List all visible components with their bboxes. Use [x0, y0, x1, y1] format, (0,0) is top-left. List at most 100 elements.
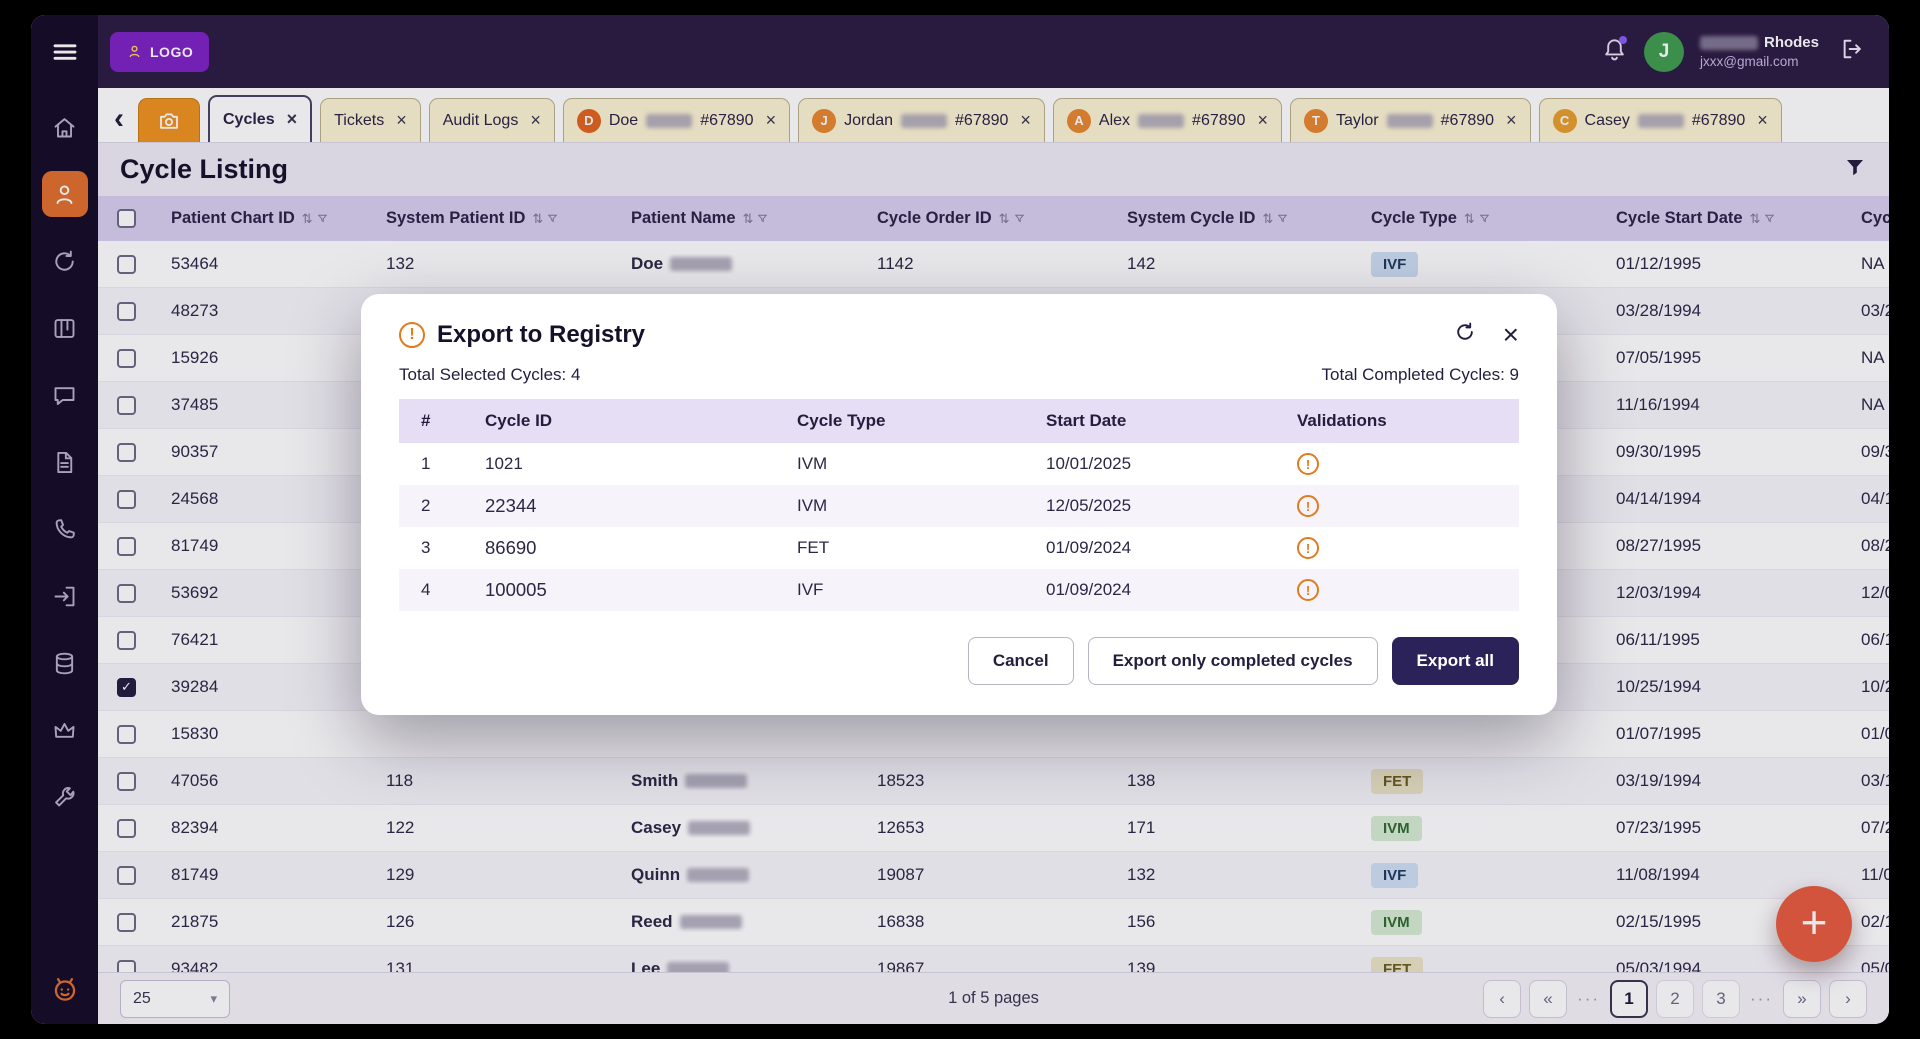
filter-icon[interactable]	[1478, 212, 1491, 225]
row-checkbox[interactable]	[117, 301, 136, 321]
sidebar-item-home[interactable]	[42, 104, 88, 150]
page-button-2[interactable]: 2	[1656, 979, 1695, 1018]
row-checkbox[interactable]	[117, 489, 136, 509]
tab-close-icon[interactable]: ×	[1757, 110, 1768, 130]
tab-patient-alex[interactable]: A Alex #67890 ×	[1052, 98, 1282, 142]
notifications-bell-icon[interactable]	[1601, 35, 1628, 68]
user-avatar[interactable]: J	[1643, 31, 1684, 72]
row-checkbox[interactable]	[117, 395, 136, 415]
tab-cycles[interactable]: Cycles ×	[208, 95, 313, 142]
tab-close-icon[interactable]: ×	[396, 110, 407, 130]
row-checkbox[interactable]	[117, 865, 136, 885]
row-checkbox[interactable]	[117, 442, 136, 462]
sort-icon[interactable]: ⇅	[1463, 210, 1475, 226]
tab-close-icon[interactable]: ×	[1257, 110, 1268, 130]
sidebar-item-support[interactable]	[42, 506, 88, 552]
row-checkbox[interactable]	[117, 630, 136, 650]
sidebar-item-tools[interactable]	[42, 774, 88, 820]
add-cycle-fab[interactable]: +	[1776, 886, 1852, 962]
filter-icon[interactable]	[1763, 212, 1776, 225]
tab-audit-logs[interactable]: Audit Logs ×	[428, 98, 555, 142]
tab-patient-doe[interactable]: D Doe #67890 ×	[562, 98, 791, 142]
column-header-cycle[interactable]: Cycle⇅	[1845, 209, 1889, 228]
sidebar-item-board[interactable]	[42, 305, 88, 351]
sort-icon[interactable]: ⇅	[301, 210, 313, 226]
tab-close-icon[interactable]: ×	[1020, 110, 1031, 130]
refresh-icon[interactable]	[1453, 320, 1477, 349]
logo[interactable]: LOGO	[110, 31, 210, 72]
tab-patient-casey[interactable]: C Casey #67890 ×	[1538, 98, 1782, 142]
sort-icon[interactable]: ⇅	[1262, 210, 1274, 226]
sidebar-item-cycles[interactable]	[42, 238, 88, 284]
sidebar-item-patients[interactable]	[41, 171, 88, 217]
column-header-cycle-start-date[interactable]: Cycle Start Date ⇅	[1600, 209, 1845, 228]
filter-icon[interactable]	[1276, 212, 1289, 225]
mascot-icon[interactable]	[49, 973, 81, 1024]
validation-warning-icon[interactable]: !	[1297, 495, 1319, 517]
page-next-button[interactable]: ›	[1829, 979, 1867, 1018]
table-row[interactable]: 53464 132 Doe 1142 142 IVF 01/12/1995 NA	[98, 241, 1889, 288]
column-header-cycle-type[interactable]: Cycle Type ⇅	[1355, 209, 1600, 228]
table-row[interactable]: 82394 122 Casey 12653 171 IVM 07/23/1995 07/2	[98, 805, 1889, 852]
tab-patient-taylor[interactable]: T Taylor #67890 ×	[1289, 98, 1531, 142]
tab-close-icon[interactable]: ×	[765, 110, 777, 130]
row-checkbox[interactable]	[117, 912, 136, 932]
logout-icon[interactable]	[1839, 36, 1865, 67]
sidebar-item-database[interactable]	[42, 640, 88, 686]
row-checkbox[interactable]	[117, 536, 136, 556]
tab-tickets[interactable]: Tickets ×	[320, 98, 421, 142]
validation-warning-icon[interactable]: !	[1297, 453, 1319, 475]
sort-icon[interactable]: ⇅	[742, 210, 754, 226]
tab-close-icon[interactable]: ×	[1506, 110, 1517, 130]
column-header-patient-chart-id[interactable]: Patient Chart ID ⇅	[155, 209, 370, 228]
column-header-system-cycle-id[interactable]: System Cycle ID ⇅	[1111, 209, 1355, 228]
page-button-3[interactable]: 3	[1702, 979, 1741, 1018]
row-checkbox[interactable]	[117, 583, 136, 603]
table-row[interactable]: 81749 129 Quinn 19087 132 IVF 11/08/1994 11/0	[98, 852, 1889, 899]
page-size-select[interactable]: 25 ▾	[120, 979, 230, 1018]
row-checkbox[interactable]	[117, 959, 136, 972]
export-completed-button[interactable]: Export only completed cycles	[1087, 637, 1378, 685]
sort-icon[interactable]: ⇅	[532, 210, 544, 226]
table-row[interactable]: 47056 118 Smith 18523 138 FET 03/19/1994 03/1	[98, 758, 1889, 805]
row-checkbox[interactable]	[117, 771, 136, 791]
table-row[interactable]: 93482 131 Lee 19867 139 FET 05/03/1994 05/0	[98, 946, 1889, 972]
tab-close-icon[interactable]: ×	[530, 110, 541, 130]
row-checkbox[interactable]	[117, 254, 136, 274]
sidebar-item-login[interactable]	[42, 573, 88, 619]
filter-icon[interactable]	[546, 212, 559, 225]
row-checkbox[interactable]: ✓	[117, 677, 136, 697]
column-header-patient-name[interactable]: Patient Name ⇅	[615, 209, 861, 228]
sidebar-item-crown[interactable]	[42, 707, 88, 753]
sort-icon[interactable]: ⇅	[998, 210, 1010, 226]
table-row[interactable]: 15830 01/07/1995 01/0	[98, 711, 1889, 758]
tab-patient-jordan[interactable]: J Jordan #67890 ×	[798, 98, 1045, 142]
filter-icon[interactable]	[1013, 212, 1026, 225]
select-all-checkbox[interactable]	[98, 209, 155, 228]
row-checkbox[interactable]	[117, 724, 136, 744]
column-header-cycle-order-id[interactable]: Cycle Order ID ⇅	[861, 209, 1111, 228]
validation-warning-icon[interactable]: !	[1297, 579, 1319, 601]
tabs-back-chevron-icon[interactable]: ‹	[114, 102, 124, 135]
table-row[interactable]: 21875 126 Reed 16838 156 IVM 02/15/1995 02/1	[98, 899, 1889, 946]
sort-icon[interactable]: ⇅	[1749, 210, 1761, 226]
export-all-button[interactable]: Export all	[1391, 637, 1519, 685]
page-prev-button[interactable]: ‹	[1483, 979, 1522, 1018]
row-checkbox[interactable]	[117, 348, 136, 368]
tab-close-icon[interactable]: ×	[286, 109, 298, 129]
close-icon[interactable]: ×	[1502, 318, 1519, 350]
page-first-button[interactable]: «	[1529, 979, 1568, 1018]
hamburger-menu-icon[interactable]	[31, 15, 98, 88]
row-checkbox[interactable]	[117, 818, 136, 838]
sidebar-item-messages[interactable]	[42, 372, 88, 418]
column-header-system-patient-id[interactable]: System Patient ID ⇅	[370, 209, 615, 228]
page-button-1[interactable]: 1	[1610, 979, 1649, 1018]
filter-icon[interactable]	[756, 212, 769, 225]
sidebar-item-documents[interactable]	[42, 439, 88, 485]
table-filter-icon[interactable]	[1843, 155, 1867, 184]
filter-icon[interactable]	[316, 212, 329, 225]
tab-camera[interactable]	[138, 98, 200, 142]
page-last-button[interactable]: »	[1783, 979, 1821, 1018]
cancel-button[interactable]: Cancel	[967, 637, 1074, 685]
validation-warning-icon[interactable]: !	[1297, 537, 1319, 559]
